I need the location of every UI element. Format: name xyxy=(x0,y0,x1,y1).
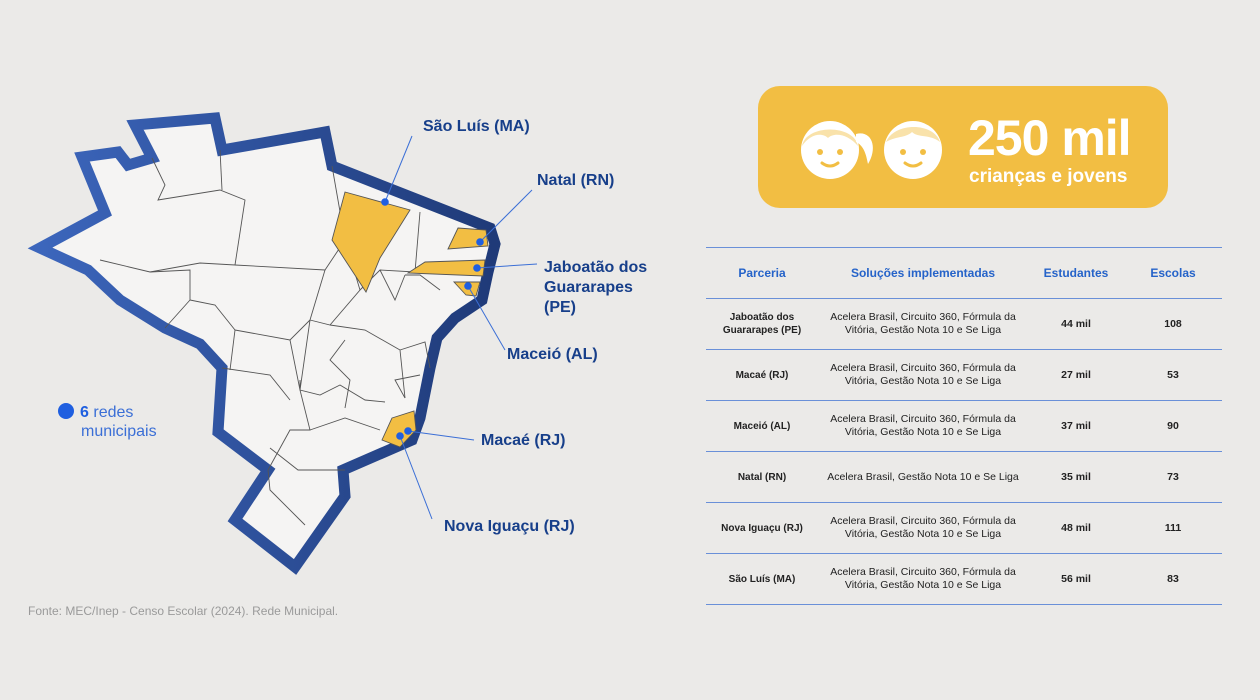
cell-parceria: Natal (RN) xyxy=(706,451,818,503)
cell-solucoes: Acelera Brasil, Circuito 360, Fórmula da… xyxy=(818,400,1028,452)
city-label-line: Guararapes xyxy=(544,279,633,296)
legend-count: 6 xyxy=(80,404,89,421)
cell-parceria: São Luís (MA) xyxy=(706,553,818,605)
cell-estudantes: 37 mil xyxy=(1028,400,1124,452)
cell-estudantes: 27 mil xyxy=(1028,349,1124,401)
leader-lines xyxy=(384,135,538,520)
city-dots xyxy=(381,198,484,440)
table-row: São Luís (MA) Acelera Brasil, Circuito 3… xyxy=(706,553,1222,605)
cell-parceria: Macaé (RJ) xyxy=(706,349,818,401)
table-row: Maceió (AL) Acelera Brasil, Circuito 360… xyxy=(706,400,1222,452)
brazil-outline xyxy=(27,112,501,575)
city-label-maceio: Maceió (AL) xyxy=(507,346,598,363)
col-header-solucoes: Soluções implementadas xyxy=(818,247,1028,299)
city-label-nova-iguacu: Nova Iguaçu (RJ) xyxy=(444,518,575,535)
table-row: Nova Iguaçu (RJ) Acelera Brasil, Circuit… xyxy=(706,502,1222,554)
table-header-row: Parceria Soluções implementadas Estudant… xyxy=(706,247,1222,299)
legend-text-2: municipais xyxy=(81,423,157,440)
cell-escolas: 111 xyxy=(1124,502,1222,554)
legend-text: redes xyxy=(93,404,134,421)
city-label-natal: Natal (RN) xyxy=(537,172,615,189)
children-faces-icon xyxy=(801,121,942,179)
map-legend: 6 redes municipais xyxy=(58,403,157,441)
children-count-badge: 250 mil crianças e jovens xyxy=(758,86,1168,208)
brazil-map xyxy=(27,112,538,575)
cell-escolas: 73 xyxy=(1124,451,1222,503)
city-dot xyxy=(396,432,404,440)
table-row: Jaboatão dos Guararapes (PE) Acelera Bra… xyxy=(706,298,1222,350)
city-dot xyxy=(404,427,412,435)
cell-solucoes: Acelera Brasil, Gestão Nota 10 e Se Liga xyxy=(818,451,1028,503)
cell-solucoes: Acelera Brasil, Circuito 360, Fórmula da… xyxy=(818,502,1028,554)
state-rj xyxy=(381,410,417,448)
table-row: Macaé (RJ) Acelera Brasil, Circuito 360,… xyxy=(706,349,1222,401)
badge-label: crianças e jovens xyxy=(969,166,1128,187)
cell-estudantes: 48 mil xyxy=(1028,502,1124,554)
col-header-estudantes: Estudantes xyxy=(1028,247,1124,299)
cell-parceria: Maceió (AL) xyxy=(706,400,818,452)
cell-escolas: 90 xyxy=(1124,400,1222,452)
partners-table: Parceria Soluções implementadas Estudant… xyxy=(706,247,1222,605)
table-row: Natal (RN) Acelera Brasil, Gestão Nota 1… xyxy=(706,451,1222,503)
state-pe xyxy=(406,259,486,277)
city-dot xyxy=(473,264,481,272)
col-header-escolas: Escolas xyxy=(1124,247,1222,299)
cell-solucoes: Acelera Brasil, Circuito 360, Fórmula da… xyxy=(818,553,1028,605)
cell-parceria: Nova Iguaçu (RJ) xyxy=(706,502,818,554)
cell-estudantes: 44 mil xyxy=(1028,298,1124,350)
city-dot xyxy=(476,238,484,246)
city-label-jaboatao: Jaboatão dos Guararapes (PE) xyxy=(544,258,647,318)
highlighted-states xyxy=(331,191,489,448)
cell-escolas: 83 xyxy=(1124,553,1222,605)
city-label-sao-luis: São Luís (MA) xyxy=(423,118,530,135)
city-dot xyxy=(381,198,389,206)
cell-estudantes: 56 mil xyxy=(1028,553,1124,605)
state-borders xyxy=(99,149,441,526)
legend-dot-icon xyxy=(58,403,74,419)
city-label-line: (PE) xyxy=(544,299,576,316)
state-ma xyxy=(331,191,411,293)
col-header-parceria: Parceria xyxy=(706,247,818,299)
cell-parceria: Jaboatão dos Guararapes (PE) xyxy=(706,298,818,350)
cell-escolas: 108 xyxy=(1124,298,1222,350)
city-label-macae: Macaé (RJ) xyxy=(481,432,566,449)
badge-value: 250 mil xyxy=(968,110,1132,166)
city-label-line: Jaboatão dos xyxy=(544,259,648,276)
cell-escolas: 53 xyxy=(1124,349,1222,401)
source-note: Fonte: MEC/Inep - Censo Escolar (2024). … xyxy=(28,604,339,618)
cell-estudantes: 35 mil xyxy=(1028,451,1124,503)
cell-solucoes: Acelera Brasil, Circuito 360, Fórmula da… xyxy=(818,349,1028,401)
city-dot xyxy=(464,282,472,290)
cell-solucoes: Acelera Brasil, Circuito 360, Fórmula da… xyxy=(818,298,1028,350)
